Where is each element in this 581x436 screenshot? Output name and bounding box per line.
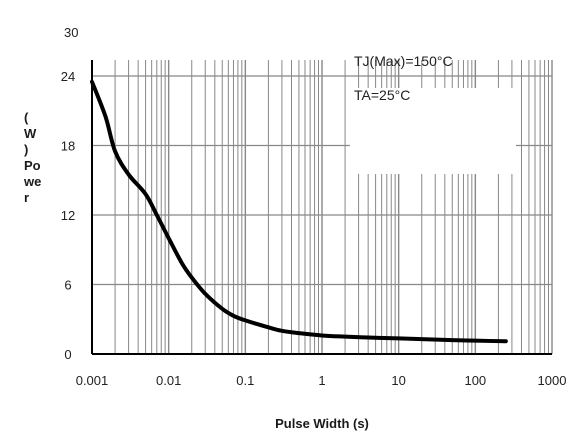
y-tick-label: 12 bbox=[61, 208, 75, 223]
tj-max-annotation: TJ(Max)=150°C bbox=[354, 53, 453, 69]
y-top-label: 30 bbox=[64, 25, 78, 40]
x-axis-label: Pulse Width (s) bbox=[275, 416, 369, 431]
x-tick-label: 100 bbox=[464, 373, 486, 388]
power-curve bbox=[90, 79, 508, 344]
y-axis-label: ( W ) Po we r bbox=[23, 110, 41, 205]
y-tick-labels: 0 6 12 18 24 bbox=[61, 69, 75, 362]
y-axis-label-line: W bbox=[24, 126, 37, 141]
y-axis-label-line: Po bbox=[24, 158, 41, 173]
y-axis-label-line: r bbox=[24, 190, 29, 205]
x-tick-label: 0.001 bbox=[76, 373, 109, 388]
vertical-grid bbox=[91, 60, 553, 354]
y-axis-label-line: we bbox=[23, 174, 41, 189]
x-tick-label: 0.1 bbox=[236, 373, 254, 388]
x-tick-label: 1000 bbox=[538, 373, 567, 388]
y-tick-label: 0 bbox=[64, 347, 71, 362]
annotation-background bbox=[350, 88, 516, 174]
y-tick-label: 24 bbox=[61, 69, 75, 84]
y-axis-label-line: ) bbox=[24, 142, 28, 157]
y-tick-label: 18 bbox=[61, 139, 75, 154]
ta-annotation: TA=25°C bbox=[354, 87, 410, 103]
y-tick-label: 6 bbox=[64, 278, 71, 293]
x-tick-label: 1 bbox=[318, 373, 325, 388]
y-axis-label-line: ( bbox=[24, 110, 29, 125]
x-tick-labels: 0.001 0.01 0.1 1 10 100 1000 bbox=[76, 373, 567, 388]
x-tick-label: 10 bbox=[391, 373, 405, 388]
x-tick-label: 0.01 bbox=[156, 373, 181, 388]
axes bbox=[91, 60, 552, 355]
